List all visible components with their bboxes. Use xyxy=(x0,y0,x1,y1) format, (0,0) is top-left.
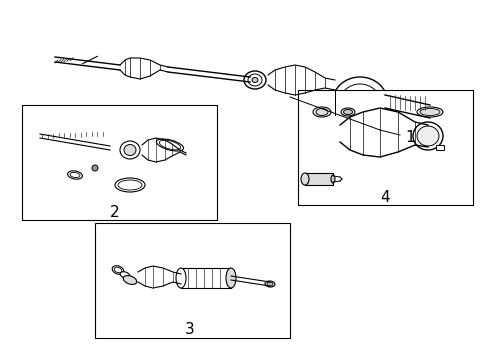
Ellipse shape xyxy=(248,74,262,86)
Ellipse shape xyxy=(343,109,352,114)
Text: 3: 3 xyxy=(185,323,195,338)
Ellipse shape xyxy=(252,77,258,82)
Ellipse shape xyxy=(120,272,130,278)
Ellipse shape xyxy=(226,268,236,288)
Ellipse shape xyxy=(244,71,266,89)
Ellipse shape xyxy=(114,267,122,273)
Ellipse shape xyxy=(112,266,124,274)
Ellipse shape xyxy=(313,107,331,117)
Ellipse shape xyxy=(123,275,137,284)
Ellipse shape xyxy=(417,107,443,117)
Ellipse shape xyxy=(120,141,140,159)
Ellipse shape xyxy=(267,282,273,286)
Bar xyxy=(95,223,290,338)
Ellipse shape xyxy=(68,171,82,179)
Circle shape xyxy=(344,93,352,100)
Text: 4: 4 xyxy=(380,189,390,204)
Circle shape xyxy=(92,165,98,171)
Ellipse shape xyxy=(347,91,372,113)
Ellipse shape xyxy=(340,84,380,120)
Ellipse shape xyxy=(70,172,80,177)
Ellipse shape xyxy=(118,180,142,190)
Ellipse shape xyxy=(301,173,309,185)
Bar xyxy=(298,90,473,205)
Ellipse shape xyxy=(115,178,145,192)
Ellipse shape xyxy=(417,126,439,146)
Ellipse shape xyxy=(413,122,443,150)
Ellipse shape xyxy=(316,108,328,116)
Bar xyxy=(436,145,444,150)
Ellipse shape xyxy=(341,108,355,116)
Circle shape xyxy=(368,93,376,100)
Ellipse shape xyxy=(331,175,335,183)
Ellipse shape xyxy=(333,77,388,127)
Bar xyxy=(181,268,231,288)
Text: 2: 2 xyxy=(110,204,120,220)
Ellipse shape xyxy=(176,268,186,288)
Ellipse shape xyxy=(159,140,181,150)
Circle shape xyxy=(356,109,364,117)
Text: 1: 1 xyxy=(405,130,415,144)
Ellipse shape xyxy=(265,281,275,287)
Bar xyxy=(22,105,217,220)
Ellipse shape xyxy=(124,144,136,156)
Ellipse shape xyxy=(156,139,184,151)
Ellipse shape xyxy=(420,108,440,116)
Bar xyxy=(305,173,333,185)
